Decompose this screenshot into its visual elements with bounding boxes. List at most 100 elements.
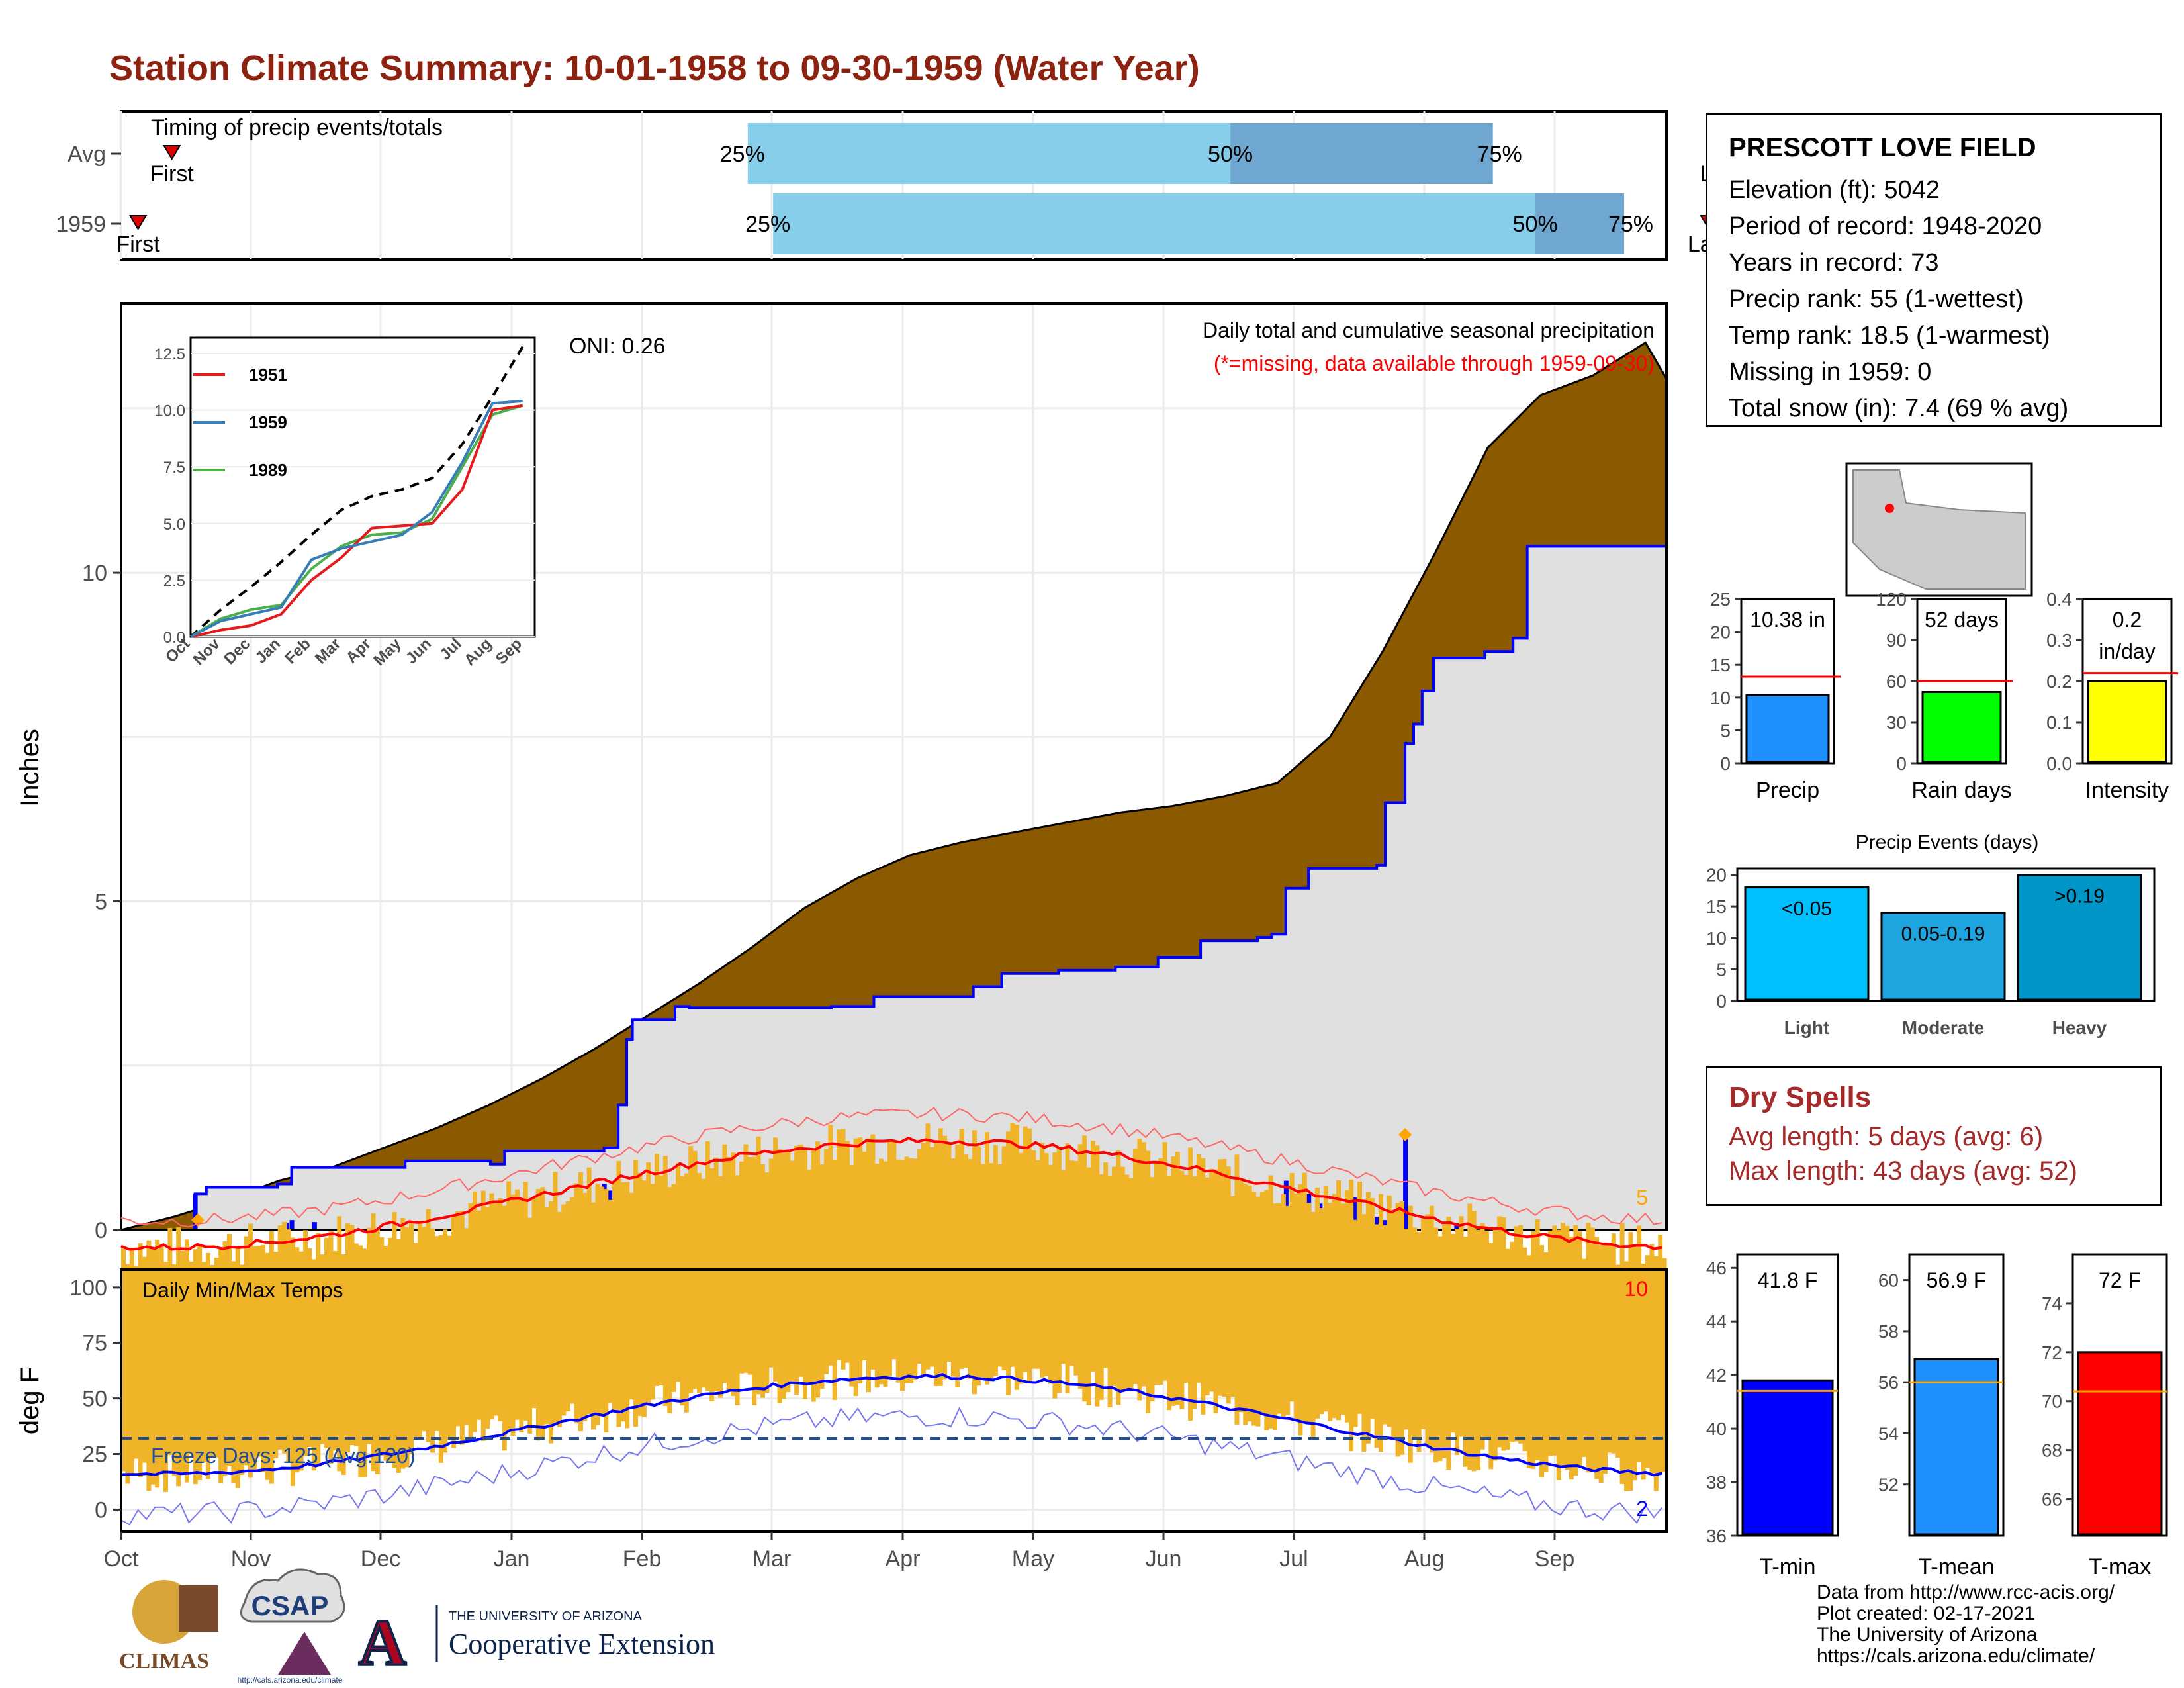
temp-daily-bar: [1370, 1198, 1375, 1419]
temp-daily-bar: [404, 1227, 410, 1468]
temp-daily-bar: [929, 1147, 934, 1367]
temp-daily-bar: [345, 1223, 351, 1453]
temp-daily-bar: [1365, 1192, 1371, 1444]
page-title: Station Climate Summary: 10-01-1958 to 0…: [109, 48, 1200, 88]
temp-daily-bar: [976, 1146, 981, 1386]
temp-daily-bar: [295, 1247, 300, 1473]
temp-stat-t-mean-ytick-label: 54: [1878, 1423, 1899, 1444]
temp-daily-bar: [506, 1181, 512, 1430]
inset-ytick-label: 5.0: [163, 516, 185, 534]
temp-daily-bar: [184, 1239, 189, 1483]
temp-stat-t-min-ytick-label: 38: [1706, 1472, 1727, 1493]
inset-legend-label: 1989: [249, 460, 287, 480]
temp-daily-bar: [1492, 1229, 1498, 1461]
temp-record-max-line: [120, 1106, 1662, 1228]
temp-daily-bar: [1103, 1162, 1109, 1368]
temp-daily-bar: [244, 1236, 249, 1466]
temp-daily-bar: [595, 1184, 600, 1425]
temp-ytick-label: 50: [82, 1387, 107, 1412]
temp-daily-bar: [1167, 1175, 1172, 1411]
temp-daily-bar: [1014, 1125, 1019, 1390]
inset-avg-line: [189, 346, 524, 638]
temp-daily-bar: [1294, 1193, 1299, 1421]
temp-daily-bar: [807, 1169, 812, 1383]
temp-daily-bar: [362, 1248, 367, 1477]
temp-daily-bar: [549, 1201, 554, 1444]
temp-daily-bar: [451, 1216, 456, 1448]
temp-daily-bar: [1349, 1180, 1354, 1452]
temp-daily-bar: [938, 1128, 943, 1386]
temp-daily-bar: [790, 1160, 795, 1383]
temp-daily-bar: [646, 1162, 651, 1406]
temp-daily-bar: [713, 1157, 719, 1391]
events-category-label: Light: [1784, 1017, 1829, 1038]
temp-daily-bar: [1637, 1225, 1642, 1462]
temp-daily-bar: [464, 1228, 469, 1425]
temp-daily-bar: [485, 1207, 490, 1429]
temp-daily-bar: [1264, 1190, 1269, 1431]
temp-daily-bar: [1539, 1245, 1545, 1477]
temp-daily-bar: [612, 1181, 617, 1410]
inset-ytick-label: 0.0: [163, 629, 185, 647]
temp-panel-frame: [120, 1268, 1668, 1533]
month-tick-label: Dec: [361, 1546, 400, 1571]
temp-daily-bar: [472, 1191, 477, 1432]
temp-daily-bar: [341, 1254, 346, 1476]
temp-daily-bar: [201, 1262, 206, 1463]
temp-daily-bar: [417, 1222, 422, 1440]
temp-daily-bar: [604, 1189, 609, 1432]
events-title: Precip Events (days): [1856, 831, 2039, 853]
inset-frame: [189, 336, 536, 638]
precip-daily-bar: [193, 1194, 198, 1230]
temp-daily-bar: [1649, 1244, 1655, 1474]
timing-row-label: Avg: [68, 142, 106, 167]
month-tick-label: Jul: [1279, 1546, 1308, 1571]
events-ytick-label: 0: [1716, 991, 1727, 1011]
precip-daily-bar: [1454, 1223, 1459, 1230]
inset-series-1959: [190, 399, 523, 638]
temp-daily-bar: [891, 1140, 897, 1360]
temp-daily-bar: [349, 1225, 355, 1446]
temp-daily-bar: [1467, 1203, 1473, 1470]
stat-value-label: 10.38 in: [1750, 608, 1825, 632]
temp-daily-bar: [1077, 1144, 1083, 1389]
stat-rain-days-value-bar: [1921, 691, 2002, 763]
temp-daily-bar: [1522, 1247, 1527, 1452]
temp-daily-bar: [388, 1237, 393, 1463]
events-bar: [1880, 912, 2006, 1001]
temp-daily-bar: [1201, 1158, 1206, 1415]
temp-daily-bar: [1497, 1216, 1502, 1448]
temp-daily-bar: [1001, 1146, 1007, 1371]
temp-stat-t-mean-ytick-label: 60: [1878, 1270, 1899, 1291]
temp-cold-count: 2: [1636, 1497, 1648, 1521]
temp-daily-bar: [1281, 1194, 1286, 1418]
temp-daily-bar: [1441, 1224, 1447, 1458]
temp-daily-bar: [599, 1186, 604, 1414]
temp-daily-bar: [396, 1239, 401, 1473]
temp-daily-bar: [1429, 1205, 1434, 1453]
temp-daily-bar: [261, 1244, 266, 1473]
temp-daily-bar: [413, 1243, 418, 1440]
temp-daily-bar: [1111, 1166, 1116, 1387]
station-info-box: PRESCOTT LOVE FIELD Elevation (ft): 5042…: [1706, 113, 2162, 427]
temp-daily-bar: [138, 1243, 143, 1477]
temp-daily-bar: [633, 1159, 639, 1427]
temp-daily-bar: [1459, 1216, 1464, 1437]
temp-daily-bar: [697, 1173, 702, 1393]
ua-logo-a: A: [359, 1606, 406, 1679]
temp-daily-bar: [121, 1247, 126, 1472]
precip-daily-bar: [1283, 1180, 1289, 1230]
temp-daily-bar: [866, 1138, 871, 1393]
temp-daily-bar: [980, 1164, 985, 1380]
temp-daily-bar: [409, 1223, 414, 1454]
temp-daily-bar: [591, 1202, 596, 1430]
temp-daily-bar: [1073, 1161, 1079, 1376]
temp-daily-bar: [823, 1149, 829, 1374]
temp-daily-bar: [1556, 1229, 1561, 1481]
temp-daily-bar: [193, 1249, 198, 1485]
temp-daily-bar: [1641, 1263, 1646, 1480]
temp-daily-bar: [641, 1180, 647, 1417]
precip-obs-cumulative-area: [121, 546, 1666, 1230]
temp-daily-bar: [752, 1156, 757, 1405]
